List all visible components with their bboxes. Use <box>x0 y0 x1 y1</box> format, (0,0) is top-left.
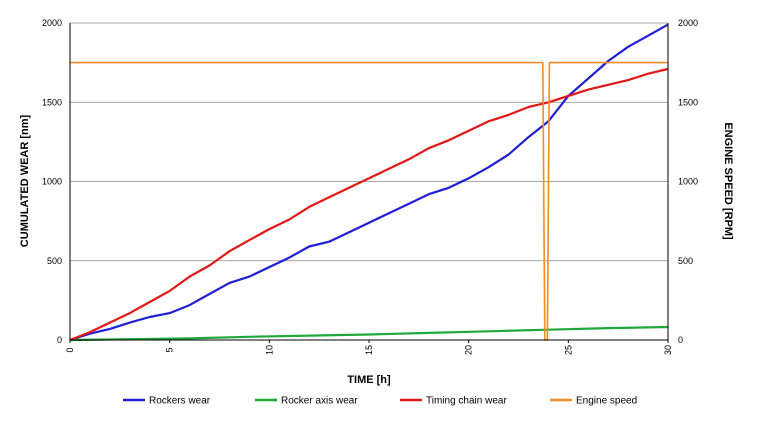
legend-label-engine-speed: Engine speed <box>576 396 637 407</box>
y-left-axis-title: CUMULATED WEAR [nm] <box>19 114 31 247</box>
legend-label-rockers-wear: Rockers wear <box>149 396 211 407</box>
x-tick-label: 5 <box>165 347 175 352</box>
x-tick-label: 15 <box>364 345 374 355</box>
y-right-tick-label: 0 <box>678 335 683 345</box>
x-tick-label: 10 <box>264 345 274 355</box>
x-tick-label: 0 <box>65 347 75 352</box>
y-right-tick-label: 1000 <box>678 177 698 187</box>
series-line-timing-chain-wear <box>69 67 669 342</box>
legend-label-timing-chain-wear: Timing chain wear <box>426 396 507 407</box>
series-line-rockers-wear <box>69 23 669 342</box>
y-right-tick-label: 1500 <box>678 97 698 107</box>
y-left-tick-label: 1500 <box>42 97 62 107</box>
y-left-tick-label: 2000 <box>42 18 62 28</box>
y-right-tick-label: 2000 <box>678 18 698 28</box>
legend: Rockers wear Rocker axis wear Timing chain… <box>123 396 637 407</box>
y-left-tick-label: 1000 <box>42 177 62 187</box>
y-left-tick-label: 0 <box>57 335 62 345</box>
y-right-tick-labels: 0 500 1000 1500 2000 <box>678 18 698 345</box>
x-tick-label: 30 <box>663 345 673 355</box>
x-tick-labels: 0 5 10 15 20 25 30 <box>65 340 673 355</box>
x-tick-label: 25 <box>563 345 573 355</box>
x-axis-title: TIME [h] <box>347 374 391 386</box>
legend-label-rocker-axis-wear: Rocker axis wear <box>281 396 358 407</box>
y-left-tick-labels: 0 500 1000 1500 2000 <box>42 18 62 345</box>
series-layer <box>69 23 669 342</box>
series-line-rocker-axis-wear <box>69 325 669 342</box>
grid-lines <box>70 22 668 341</box>
y-left-tick-label: 500 <box>47 256 62 266</box>
x-tick-label: 20 <box>464 345 474 355</box>
series-line-engine-speed <box>70 61 668 341</box>
y-right-axis-title: ENGINE SPEED [RPM] <box>722 122 734 240</box>
y-right-tick-label: 500 <box>678 256 693 266</box>
